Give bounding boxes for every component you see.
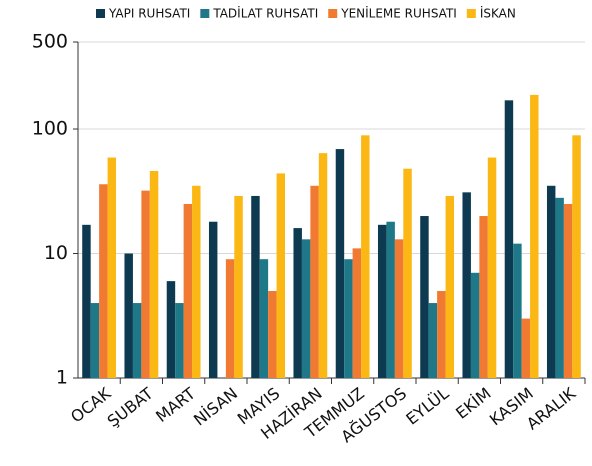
bar — [276, 173, 286, 378]
bar — [546, 185, 556, 378]
bar — [352, 248, 362, 378]
bar — [377, 224, 387, 378]
bar — [251, 195, 260, 378]
bar — [183, 203, 193, 378]
x-tick-label: EYLÜL — [402, 384, 452, 429]
bar — [124, 253, 133, 378]
bar — [293, 228, 302, 378]
bar — [394, 239, 404, 378]
bar — [479, 216, 488, 378]
legend-swatch — [200, 9, 210, 18]
bar — [301, 239, 311, 378]
bar — [563, 203, 573, 378]
bar — [107, 157, 117, 378]
y-tick-label: 100 — [32, 118, 68, 140]
bar — [530, 94, 539, 379]
bar — [555, 197, 564, 378]
y-tick-label: 10 — [44, 242, 68, 264]
bar — [513, 243, 522, 378]
bar — [82, 224, 91, 378]
bar — [521, 318, 531, 378]
legend-label: TADİLAT RUHSATI — [212, 6, 318, 21]
legend-swatch — [328, 9, 338, 18]
bar — [166, 281, 176, 378]
bar — [386, 221, 395, 378]
bar — [208, 221, 218, 378]
legend-label: YAPI RUHSATI — [108, 7, 190, 21]
bar — [99, 184, 108, 378]
bar — [149, 171, 159, 378]
bar — [420, 216, 429, 378]
legend-label: YENİLEME RUHSATI — [340, 6, 457, 21]
bar — [268, 290, 277, 378]
bar — [462, 192, 471, 378]
bar — [225, 259, 235, 378]
bar — [175, 303, 184, 378]
bar — [132, 303, 142, 378]
x-tick-label: ARALIK — [523, 383, 580, 433]
bar — [310, 185, 319, 378]
bar — [335, 149, 345, 378]
x-tick-label: MART — [152, 384, 199, 426]
y-tick-label: 1 — [56, 367, 68, 389]
x-tick-label: NİSAN — [190, 384, 241, 430]
bar — [572, 135, 581, 378]
bar — [344, 259, 353, 378]
bar — [318, 153, 328, 378]
bar — [361, 135, 370, 378]
bar — [470, 272, 480, 378]
bar — [403, 168, 412, 378]
bar — [487, 157, 497, 378]
bar — [504, 100, 514, 379]
bar — [428, 303, 438, 378]
bar — [90, 303, 100, 378]
bar — [141, 190, 150, 378]
bar — [259, 259, 269, 378]
x-tick-label: ŞUBAT — [104, 384, 157, 431]
legend-swatch — [466, 9, 476, 18]
bar — [234, 195, 243, 378]
bar — [192, 185, 201, 378]
y-tick-label: 500 — [32, 31, 68, 53]
legend-swatch — [96, 9, 105, 18]
legend-label: İSKAN — [480, 6, 516, 21]
bar — [445, 195, 455, 378]
bar — [437, 290, 446, 378]
